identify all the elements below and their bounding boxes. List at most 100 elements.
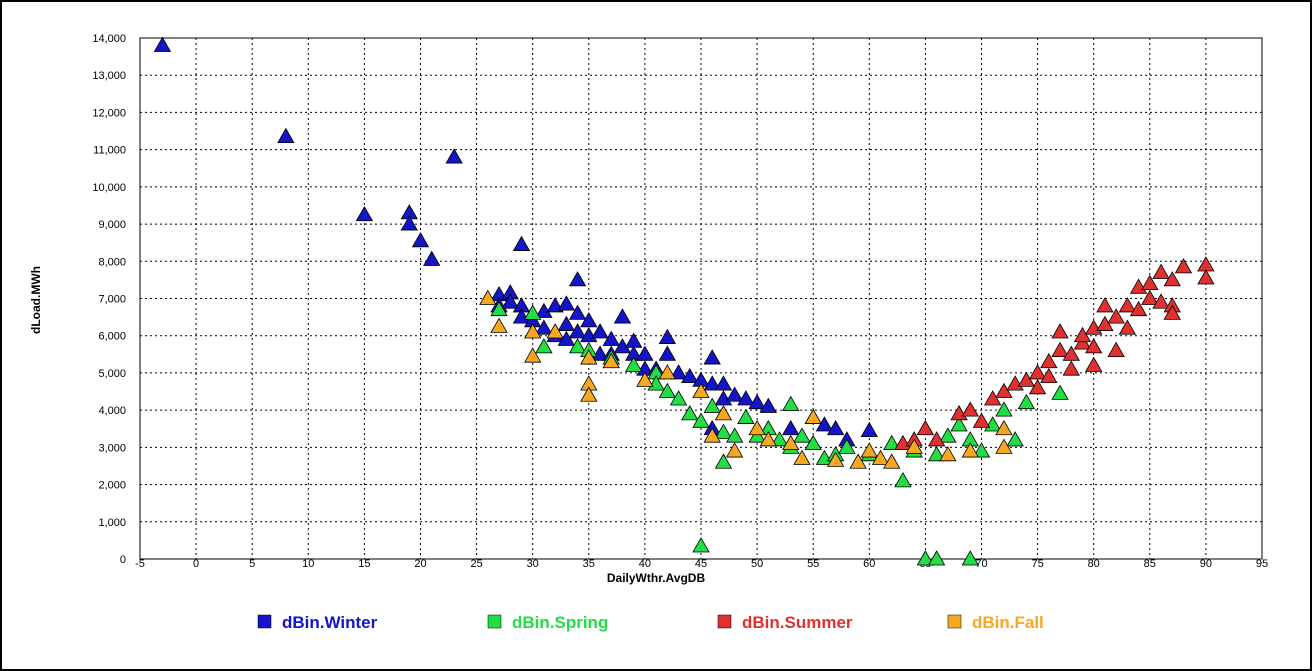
point	[669, 364, 688, 380]
point	[950, 416, 968, 432]
point	[995, 438, 1013, 454]
point	[1107, 341, 1125, 358]
x-tick-label: 10	[302, 558, 314, 570]
point	[580, 349, 598, 365]
y-tick-label: 11,000	[93, 145, 126, 157]
point	[883, 434, 901, 451]
point	[692, 412, 710, 428]
point	[636, 345, 654, 361]
point	[400, 215, 418, 231]
y-axis-title: dLoad.MWh	[29, 266, 43, 334]
y-tick-label: 12,000	[92, 107, 126, 119]
point	[961, 550, 979, 566]
point	[804, 408, 822, 424]
x-tick-label: 80	[1088, 558, 1100, 570]
point	[770, 431, 789, 447]
point	[804, 434, 822, 451]
point	[826, 451, 845, 467]
point	[725, 386, 744, 402]
point	[916, 419, 935, 436]
point	[445, 148, 463, 164]
point	[568, 338, 587, 354]
x-tick-label: 20	[414, 558, 426, 570]
x-tick-label: 5	[249, 558, 255, 570]
point	[714, 375, 733, 391]
legend-swatch	[487, 614, 502, 629]
point	[1141, 274, 1159, 291]
y-tick-label: 14,000	[92, 33, 126, 45]
y-tick-label: 10,000	[92, 182, 126, 194]
point	[703, 397, 721, 413]
point	[277, 127, 295, 144]
point	[1028, 379, 1047, 395]
point	[1129, 300, 1148, 317]
point	[1118, 319, 1137, 335]
y-tick-label: 13,000	[92, 70, 126, 82]
point	[1040, 367, 1058, 384]
x-tick-label: 30	[527, 558, 539, 570]
x-tick-label: 95	[1256, 558, 1268, 570]
x-tick-label: 35	[583, 558, 595, 570]
point	[1006, 431, 1024, 447]
point	[995, 382, 1013, 398]
point	[1028, 364, 1047, 380]
point	[1017, 393, 1036, 410]
point	[703, 349, 721, 365]
y-tick-label: 9,000	[98, 219, 126, 231]
x-tick-label: 25	[470, 558, 482, 570]
point	[681, 367, 699, 384]
point	[838, 438, 856, 454]
point	[972, 412, 991, 428]
point	[995, 419, 1013, 436]
x-tick-label: 40	[639, 558, 651, 570]
point	[782, 434, 800, 451]
y-tick-label: 0	[120, 554, 126, 566]
x-tick-label: 55	[807, 558, 819, 570]
point	[871, 449, 890, 465]
point	[1197, 269, 1215, 285]
point	[883, 453, 901, 469]
point	[490, 300, 508, 317]
legend-swatch	[947, 614, 962, 629]
point	[1040, 352, 1058, 369]
point	[1085, 338, 1103, 354]
y-tick-label: 7,000	[98, 294, 126, 306]
point	[905, 438, 923, 454]
point	[815, 416, 834, 432]
point	[624, 332, 643, 348]
point	[1062, 345, 1080, 361]
point	[479, 289, 497, 305]
point	[546, 323, 564, 339]
point	[524, 347, 542, 363]
point	[355, 205, 374, 222]
point	[995, 401, 1013, 417]
legend-swatch	[257, 614, 272, 629]
point	[725, 427, 744, 443]
point	[524, 323, 542, 339]
y-tick-label: 1,000	[98, 517, 126, 529]
y-tick-label: 6,000	[98, 331, 126, 343]
x-tick-label: 70	[975, 558, 987, 570]
point	[826, 419, 845, 436]
point	[535, 319, 553, 335]
point	[568, 304, 587, 320]
point	[748, 427, 766, 443]
point	[580, 386, 598, 402]
point	[1197, 256, 1215, 272]
point	[984, 390, 1002, 406]
point	[714, 453, 733, 469]
point	[1174, 258, 1193, 274]
point	[1163, 304, 1181, 320]
point	[1096, 315, 1114, 331]
point	[939, 427, 957, 443]
point	[737, 408, 755, 424]
point	[725, 442, 744, 458]
point	[557, 295, 576, 311]
x-tick-label: 85	[1144, 558, 1156, 570]
point	[1096, 297, 1114, 313]
point	[939, 445, 957, 462]
x-tick-label: 60	[863, 558, 875, 570]
point	[714, 423, 733, 439]
point	[411, 232, 430, 248]
